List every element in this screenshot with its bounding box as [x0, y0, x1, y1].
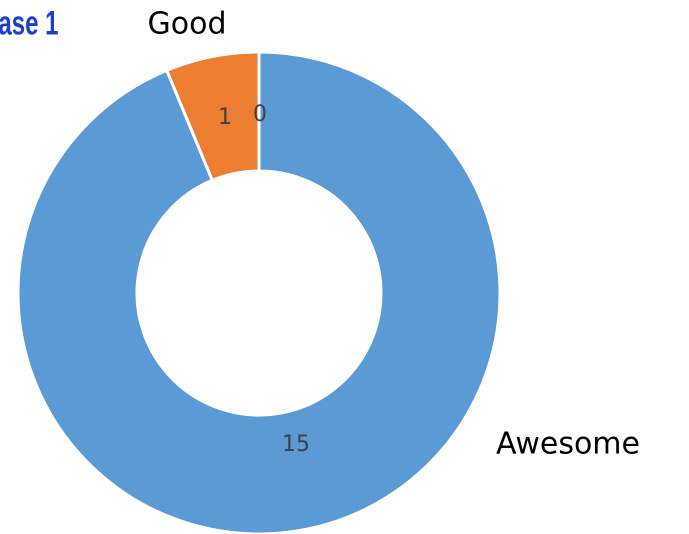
data-label: 0 [253, 102, 267, 127]
chart-title: ase 1 [0, 4, 58, 42]
data-label: 15 [282, 432, 310, 457]
slice [16, 50, 502, 534]
data-label: 1 [218, 105, 232, 130]
category-label: Awesome [496, 427, 640, 462]
category-label: Good [148, 7, 227, 42]
